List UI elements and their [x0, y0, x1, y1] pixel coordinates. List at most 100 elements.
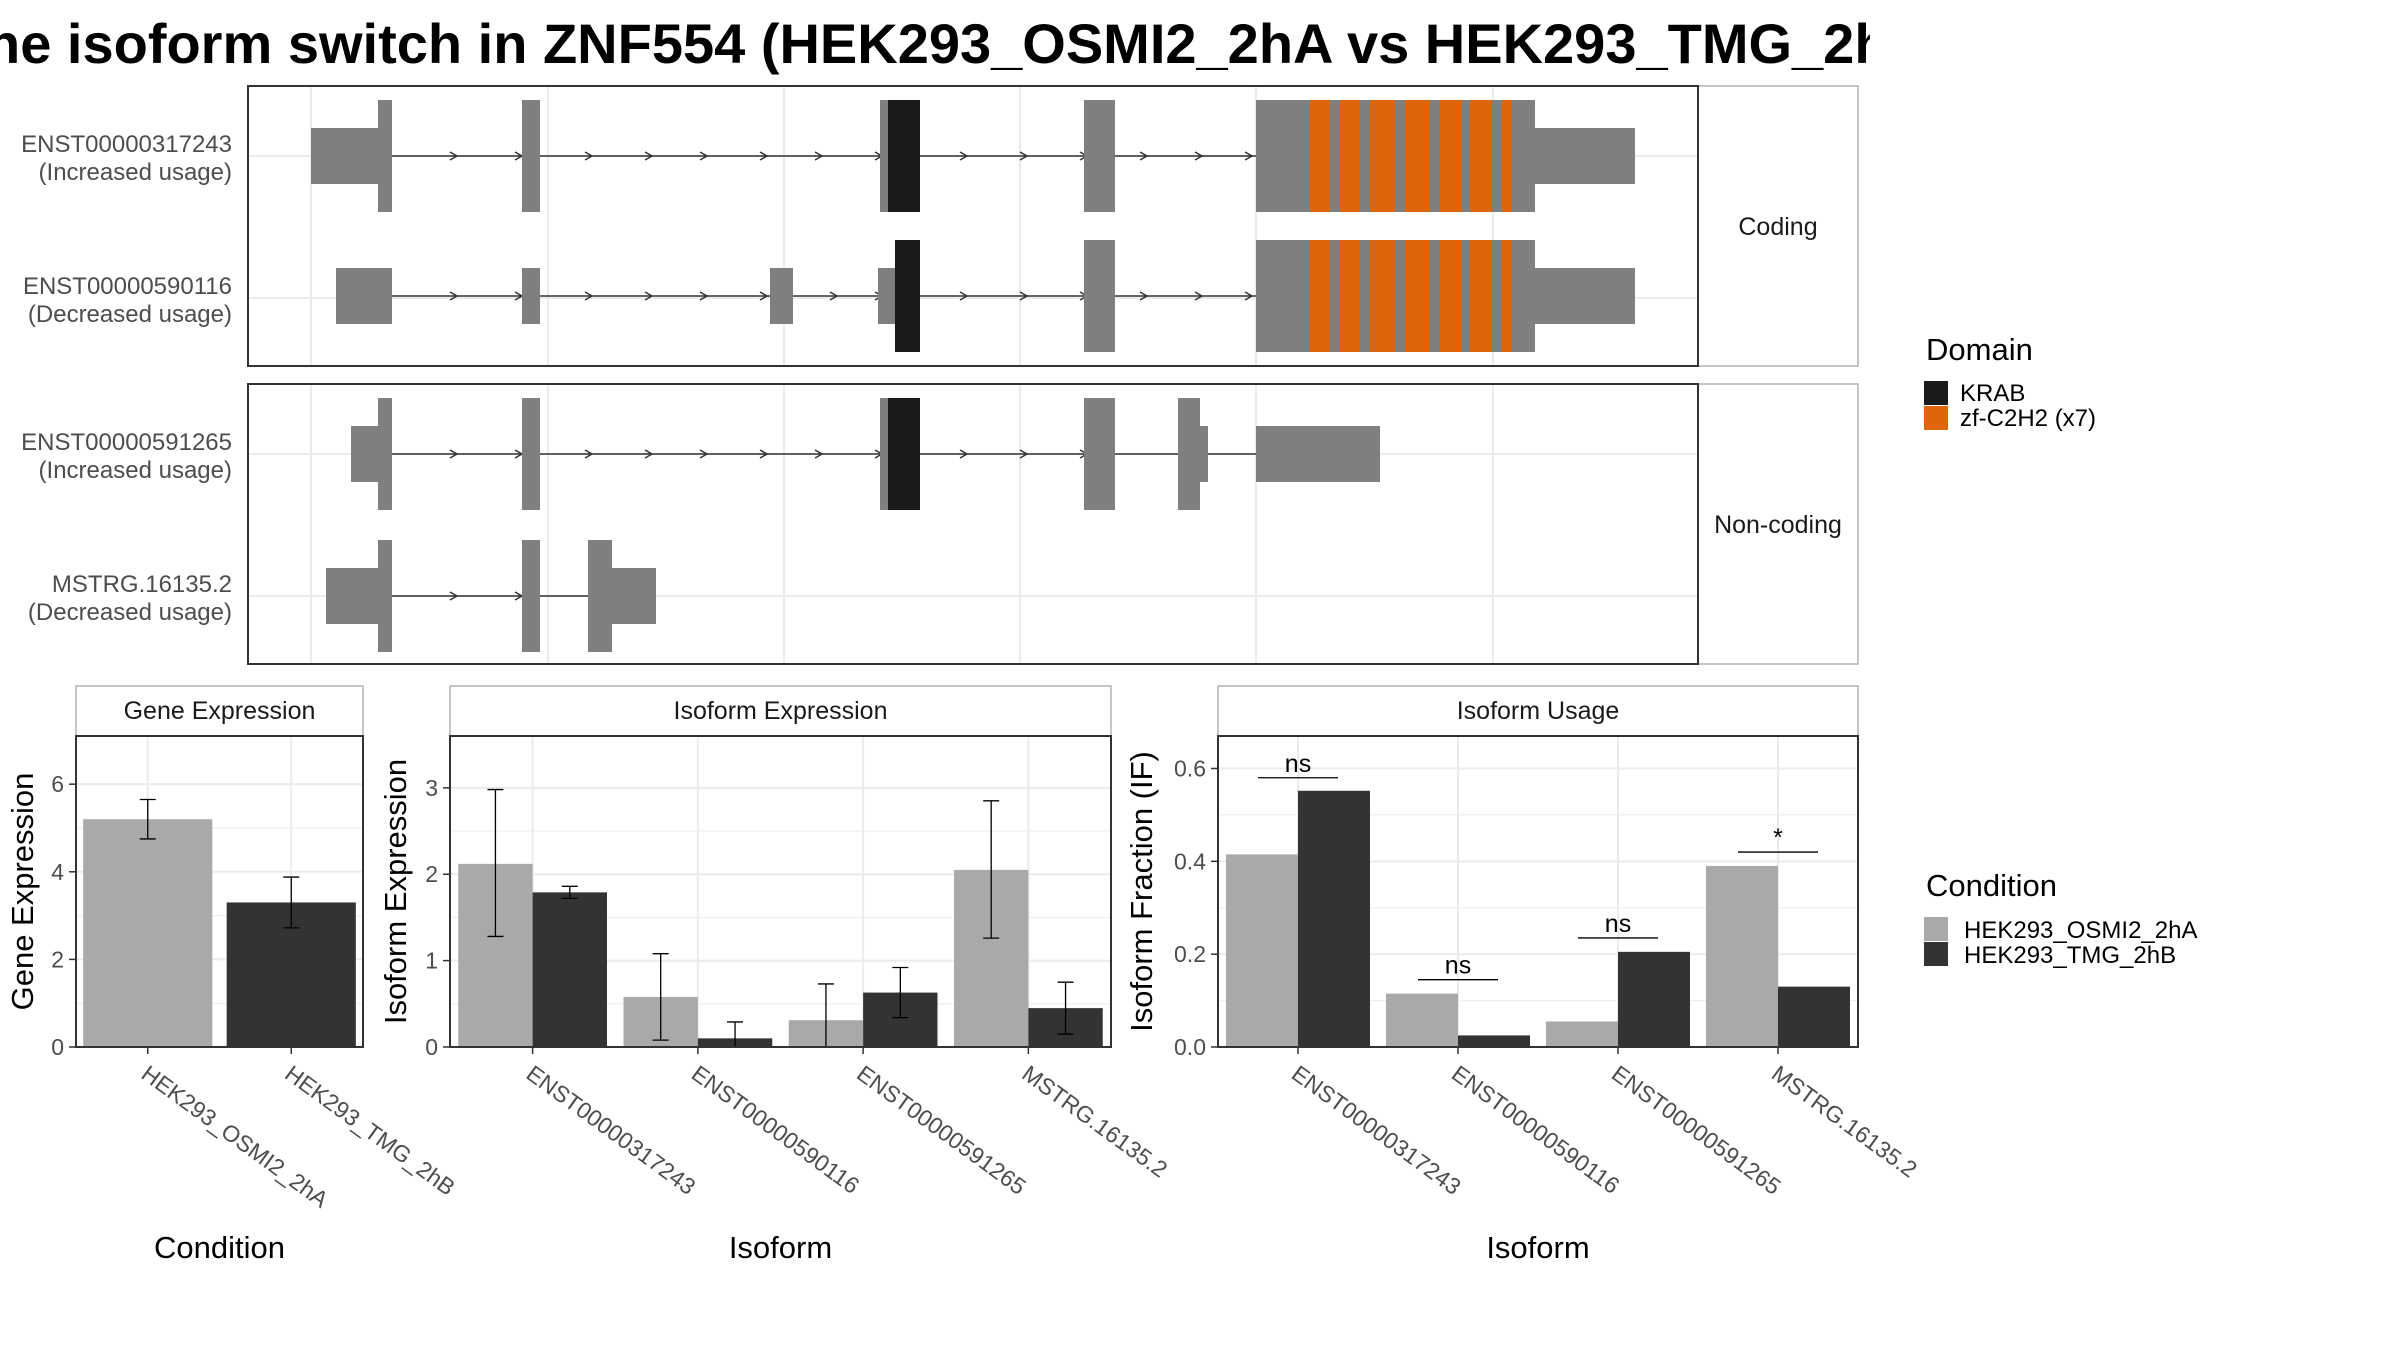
utr-exon	[522, 268, 540, 324]
strand-arrow	[1139, 151, 1149, 161]
zf-c2h2-domain	[1440, 240, 1462, 352]
strand-arrow	[1194, 291, 1204, 301]
zf-c2h2-domain	[1405, 100, 1430, 212]
coding-exon	[522, 540, 540, 652]
strand-arrow	[644, 291, 654, 301]
strand-arrow	[1194, 151, 1204, 161]
bar	[1386, 993, 1458, 1047]
significance-label: *	[1773, 824, 1783, 852]
error-bar	[487, 788, 504, 938]
y-tick-label: 3	[425, 775, 438, 801]
x-axis-title: Isoform	[729, 1230, 832, 1265]
strand-arrow	[1019, 449, 1029, 459]
zf-c2h2-domain	[1502, 100, 1512, 212]
transcript-model	[336, 240, 1635, 352]
strand-arrow	[959, 449, 969, 459]
coding-exon	[1256, 100, 1310, 212]
strand-arrow	[449, 591, 459, 601]
isoform-usage-label: (Decreased usage)	[28, 599, 232, 626]
panel-background	[248, 384, 1698, 664]
transcript-model	[311, 100, 1635, 212]
y-tick-label: 6	[51, 771, 64, 797]
x-tick-label: MSTRG.16135.2	[1767, 1060, 1922, 1182]
coding-exon	[1512, 240, 1535, 352]
coding-exon	[1492, 100, 1502, 212]
panel-title: Isoform Usage	[1457, 697, 1620, 725]
coding-exon	[378, 398, 392, 510]
panel-title: Gene Expression	[124, 697, 316, 725]
legend-title: Condition	[1926, 868, 2057, 903]
krab-domain	[888, 100, 920, 212]
y-axis-title: Isoform Expression	[378, 759, 413, 1024]
utr-exon	[612, 568, 656, 624]
zf-c2h2-domain	[1310, 100, 1330, 212]
strand-arrow	[699, 151, 709, 161]
coding-exon	[522, 100, 540, 212]
error-bar	[652, 953, 669, 1041]
isoform-usage-panel: Isoform Usage ns ns ns * 0.0 0.2 0.4 0.6 ENST0000…	[1124, 685, 1922, 1265]
error-bar	[283, 876, 300, 929]
panel-frame	[75, 735, 364, 1048]
krab-domain	[895, 240, 920, 352]
zf-c2h2-domain	[1310, 240, 1330, 352]
y-tick-label: 4	[51, 859, 64, 885]
coding-exon	[378, 540, 392, 652]
strand-arrow	[699, 291, 709, 301]
panel-frame	[1217, 735, 1859, 1048]
panel-frame	[247, 383, 1699, 665]
x-tick-label: MSTRG.16135.2	[1017, 1060, 1172, 1182]
zf-c2h2-domain	[1370, 240, 1395, 352]
coding-exon	[880, 398, 888, 510]
coding-exon	[1430, 100, 1440, 212]
coding-exon	[1330, 100, 1340, 212]
strand-arrow	[1244, 151, 1254, 161]
y-tick-label: 2	[425, 861, 438, 887]
isoform-expression-panel: Isoform Expression0123ENST00000317243ENS…	[378, 685, 1172, 1265]
legend-label: HEK293_TMG_2hB	[1964, 942, 2176, 969]
zf-c2h2-domain	[1440, 100, 1462, 212]
panel-title: Isoform Expression	[674, 697, 888, 725]
coding-exon	[1430, 240, 1440, 352]
y-tick-label: 2	[51, 946, 64, 972]
facet-strip-label: Coding	[1738, 213, 1817, 241]
significance-label: ns	[1605, 910, 1631, 938]
bars	[83, 798, 356, 1047]
error-bar	[561, 885, 578, 900]
figure-title: he isoform switch in ZNF554 (HEK293_OSMI…	[0, 12, 1870, 75]
legend-key	[1924, 406, 1948, 430]
panel-frame	[247, 85, 1699, 367]
coding-exon	[1462, 100, 1470, 212]
legend-label: HEK293_OSMI2_2hA	[1964, 917, 2197, 944]
strand-arrow	[449, 449, 459, 459]
x-axis-title: Isoform	[1486, 1230, 1589, 1265]
coding-exon	[1360, 240, 1370, 352]
coding-exon	[1512, 100, 1535, 212]
strand-arrow	[759, 291, 769, 301]
bar	[1298, 790, 1370, 1047]
strand-arrow	[1019, 151, 1029, 161]
y-tick-label: 0.4	[1174, 848, 1206, 874]
bar	[1618, 951, 1690, 1047]
strand-arrow	[829, 291, 839, 301]
zf-c2h2-domain	[1405, 240, 1430, 352]
legend-title: Domain	[1926, 332, 2033, 367]
coding-exon	[1395, 100, 1405, 212]
x-tick-label: ENST00000590116	[687, 1060, 864, 1199]
utr-exon	[351, 426, 378, 482]
x-tick-label: ENST00000317243	[1287, 1060, 1466, 1200]
legend-key	[1924, 381, 1948, 405]
coding-exon	[1462, 240, 1470, 352]
y-tick-label: 0.0	[1174, 1034, 1206, 1060]
y-tick-label: 0	[51, 1034, 64, 1060]
strand-arrow	[1019, 291, 1029, 301]
strand-arrow	[814, 151, 824, 161]
coding-exon	[1492, 240, 1502, 352]
coding-exon	[588, 540, 612, 652]
facet-strip	[1697, 383, 1859, 665]
facet-strip-label: Non-coding	[1714, 511, 1842, 539]
panel-strip	[1217, 685, 1859, 737]
utr-exon	[1535, 268, 1635, 324]
